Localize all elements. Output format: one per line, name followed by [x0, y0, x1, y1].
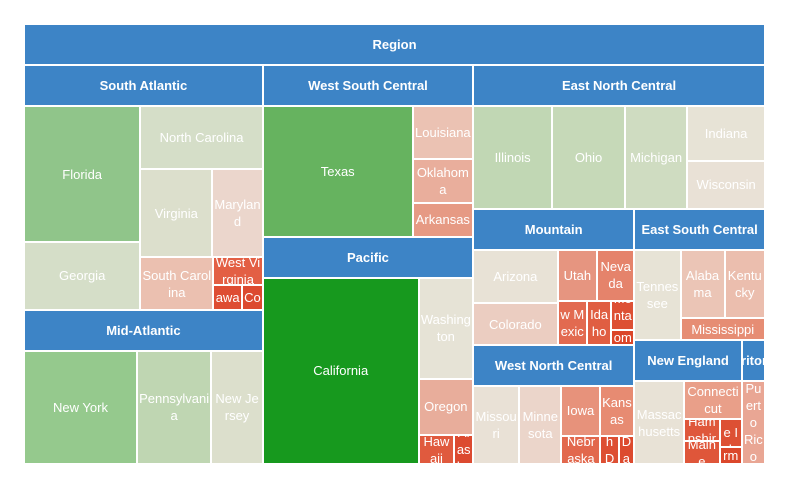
leaf-cell: Oregon — [418, 378, 474, 436]
leaf-cell: Puerto Rico — [741, 381, 765, 464]
leaf-cell: Pennsylvania — [137, 350, 212, 464]
leaf-cell: South Dakota — [600, 435, 619, 464]
leaf-cell: Colorado — [473, 303, 558, 346]
leaf-cell: West Virginia — [213, 257, 263, 285]
leaf-cell: Arkansas — [412, 202, 474, 237]
chart-title: Region — [24, 24, 765, 65]
leaf-cell: New Mexico — [557, 300, 587, 346]
leaf-cell: District of Columbia — [242, 284, 263, 310]
leaf-cell: New Hampshire — [684, 418, 720, 442]
group-header: East South Central — [634, 208, 765, 250]
leaf-cell: Vermont — [719, 447, 742, 464]
leaf-cell: Kansas — [599, 386, 635, 436]
leaf-cell: Wyoming — [611, 329, 635, 346]
leaf-cell: Louisiana — [412, 106, 474, 159]
group-header: Pacific — [262, 236, 474, 278]
leaf-cell: Wisconsin — [687, 161, 765, 209]
leaf-cell: Illinois — [473, 106, 553, 209]
leaf-cell: South Carolina — [140, 257, 214, 310]
group-header: West North Central — [473, 345, 635, 387]
leaf-cell: Connecticut — [684, 381, 742, 419]
leaf-cell: New York — [24, 350, 138, 464]
leaf-cell: Nebraska — [561, 435, 601, 464]
leaf-cell: New Jersey — [211, 350, 263, 464]
leaf-cell: Texas — [262, 106, 413, 237]
leaf-cell: Maryland — [212, 169, 263, 258]
leaf-cell: Tennessee — [634, 249, 681, 341]
leaf-cell: Missouri — [473, 386, 520, 464]
leaf-cell: Iowa — [561, 386, 600, 436]
leaf-cell: Kentucky — [724, 249, 765, 319]
leaf-cell: Alaska — [454, 435, 474, 464]
group-header: Territories — [741, 340, 765, 382]
leaf-cell: Washington — [418, 277, 474, 379]
leaf-cell: Alabama — [680, 249, 725, 319]
leaf-cell: Georgia — [24, 242, 141, 310]
leaf-cell: Michigan — [624, 106, 688, 209]
leaf-cell: Montana — [611, 300, 635, 330]
leaf-cell: Idaho — [586, 300, 612, 346]
leaf-cell: Arizona — [473, 249, 558, 304]
leaf-cell: California — [262, 277, 419, 464]
group-header: Mountain — [473, 208, 635, 250]
leaf-cell: Indiana — [687, 106, 765, 162]
group-header: South Atlantic — [24, 65, 263, 106]
leaf-cell: Minnesota — [519, 386, 562, 464]
group-header: West South Central — [262, 65, 474, 106]
leaf-cell: Nevada — [597, 249, 635, 301]
leaf-cell: Rhode Island — [719, 418, 742, 448]
leaf-cell: Mississippi — [680, 318, 765, 341]
group-header: East North Central — [473, 65, 765, 106]
leaf-cell: Florida — [24, 106, 141, 243]
group-header: Mid-Atlantic — [24, 309, 263, 351]
leaf-cell: Oklahoma — [412, 158, 474, 203]
group-header: New England — [634, 340, 742, 382]
leaf-cell: Massachusetts — [634, 381, 685, 464]
leaf-cell: North Carolina — [140, 106, 263, 170]
leaf-cell: North Dakota — [618, 435, 635, 464]
leaf-cell: Ohio — [552, 106, 625, 209]
leaf-cell: Virginia — [140, 169, 213, 258]
treemap: Region South Atlantic Florida Georgia North… — [24, 24, 765, 464]
leaf-cell: Maine — [684, 441, 720, 464]
leaf-cell: Hawaii — [418, 435, 455, 464]
leaf-cell: Delaware — [213, 284, 243, 310]
leaf-cell: Utah — [557, 249, 598, 301]
